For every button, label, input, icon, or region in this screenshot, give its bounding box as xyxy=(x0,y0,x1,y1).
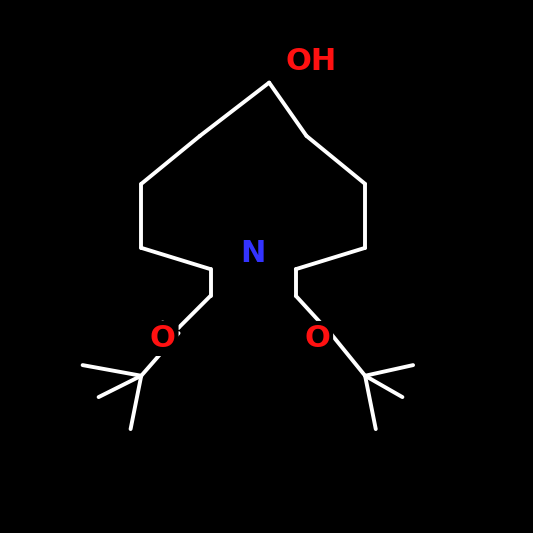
Text: N: N xyxy=(240,239,266,268)
Text: O: O xyxy=(304,324,330,353)
Text: OH: OH xyxy=(285,47,336,76)
Text: O: O xyxy=(150,324,175,353)
